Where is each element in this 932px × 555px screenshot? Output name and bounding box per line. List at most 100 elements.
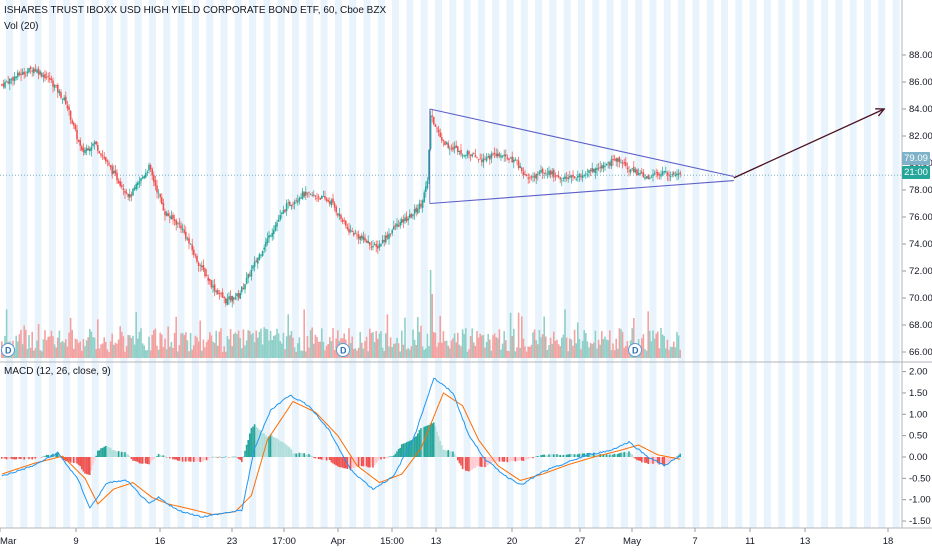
- volume-bar: [164, 338, 166, 358]
- macd-histogram-bar: [273, 437, 275, 457]
- symbol-legend[interactable]: ISHARES TRUST IBOXX USD HIGH YIELD CORPO…: [4, 5, 390, 16]
- candle-body: [225, 298, 227, 304]
- macd-histogram-bar: [105, 445, 107, 457]
- macd-histogram-bar: [317, 457, 320, 460]
- volume-bar: [373, 342, 376, 358]
- macd-histogram-bar: [533, 457, 536, 458]
- volume-bar: [308, 347, 310, 358]
- volume-bar: [628, 349, 630, 358]
- volume-legend[interactable]: Vol (20): [4, 21, 42, 32]
- candle-body: [652, 174, 654, 177]
- macd-histogram-bar: [130, 457, 133, 459]
- volume-bar: [641, 338, 643, 358]
- macd-histogram-bar: [7, 457, 9, 460]
- volume-bar: [241, 348, 243, 358]
- candle-body: [633, 166, 635, 173]
- volume-bar: [309, 330, 312, 358]
- macd-histogram-bar: [117, 451, 120, 457]
- macd-legend[interactable]: MACD (12, 26, close, 9): [4, 366, 115, 377]
- macd-histogram-bar: [247, 440, 249, 457]
- macd-histogram-bar: [1, 457, 3, 459]
- volume-bar: [649, 330, 651, 358]
- macd-histogram-bar: [589, 453, 592, 457]
- volume-bar: [213, 342, 216, 358]
- macd-histogram-bar: [293, 453, 296, 457]
- price-tick-label: 84.00: [909, 104, 932, 115]
- candle-body: [157, 192, 160, 194]
- candle-body: [455, 145, 457, 148]
- candle-body: [210, 280, 213, 288]
- volume-bar: [52, 336, 54, 358]
- volume-bar: [615, 338, 617, 358]
- volume-bar: [177, 351, 179, 358]
- candle-body: [378, 244, 381, 248]
- volume-bar: [461, 329, 464, 358]
- volume-bar: [626, 341, 629, 358]
- candle-body: [140, 178, 142, 182]
- candle-body: [223, 297, 225, 298]
- macd-histogram-bar: [156, 456, 158, 457]
- candle-body: [650, 177, 653, 178]
- volume-bar: [189, 333, 192, 358]
- candle-body: [561, 180, 563, 182]
- volume-bar: [372, 332, 374, 358]
- volume-bar: [207, 339, 209, 358]
- macd-histogram-bar: [465, 457, 467, 471]
- volume-bar: [183, 335, 185, 358]
- candle-body: [165, 212, 168, 216]
- volume-bar: [658, 348, 661, 358]
- volume-bar: [77, 342, 80, 358]
- candle-body: [498, 154, 501, 157]
- candle-body: [332, 198, 334, 203]
- macd-histogram-bar: [345, 457, 347, 469]
- volume-bar: [109, 341, 112, 358]
- candle-body: [548, 170, 550, 175]
- macd-histogram-bar: [42, 456, 45, 457]
- session-band: [91, 0, 99, 528]
- volume-bar: [612, 343, 614, 358]
- session-band: [234, 0, 242, 528]
- time-tick-label: Apr: [331, 536, 346, 547]
- candle-body: [143, 176, 145, 179]
- volume-bar: [669, 346, 672, 358]
- candle-body: [484, 159, 486, 161]
- macd-histogram-bar: [617, 453, 619, 457]
- volume-bar: [381, 347, 384, 358]
- candle-body: [277, 219, 280, 222]
- candle-body: [423, 192, 425, 202]
- volume-bar: [330, 341, 333, 358]
- macd-histogram-bar: [674, 457, 677, 458]
- volume-bar: [212, 341, 214, 358]
- candle-body: [362, 236, 365, 240]
- candle-body: [434, 124, 437, 127]
- candle-body: [61, 98, 64, 100]
- macd-histogram-bar: [623, 452, 625, 457]
- volume-bar: [167, 326, 169, 358]
- volume-bar: [369, 328, 371, 358]
- volume-bar: [554, 340, 557, 358]
- candle-body: [324, 196, 326, 199]
- volume-bar: [420, 325, 422, 358]
- candle-body: [151, 168, 153, 176]
- candle-body: [525, 175, 528, 177]
- volume-bar: [631, 328, 633, 358]
- macd-histogram-bar: [252, 426, 254, 457]
- macd-histogram-bar: [73, 457, 75, 464]
- candle-body: [39, 71, 41, 75]
- macd-histogram-bar: [138, 457, 141, 464]
- volume-bar: [49, 336, 51, 358]
- macd-histogram-bar: [538, 456, 541, 457]
- volume-bar: [188, 351, 190, 358]
- volume-bar: [130, 338, 133, 358]
- candle-body: [521, 167, 523, 172]
- volume-bar: [511, 336, 513, 358]
- candle-body: [116, 172, 118, 181]
- candle-body: [15, 76, 17, 78]
- candle-body: [233, 297, 235, 300]
- macd-histogram-bar: [322, 457, 325, 460]
- macd-histogram-bar: [85, 457, 88, 475]
- macd-histogram-bar: [546, 455, 549, 457]
- candle-body: [193, 249, 195, 255]
- macd-histogram-bar: [476, 457, 478, 467]
